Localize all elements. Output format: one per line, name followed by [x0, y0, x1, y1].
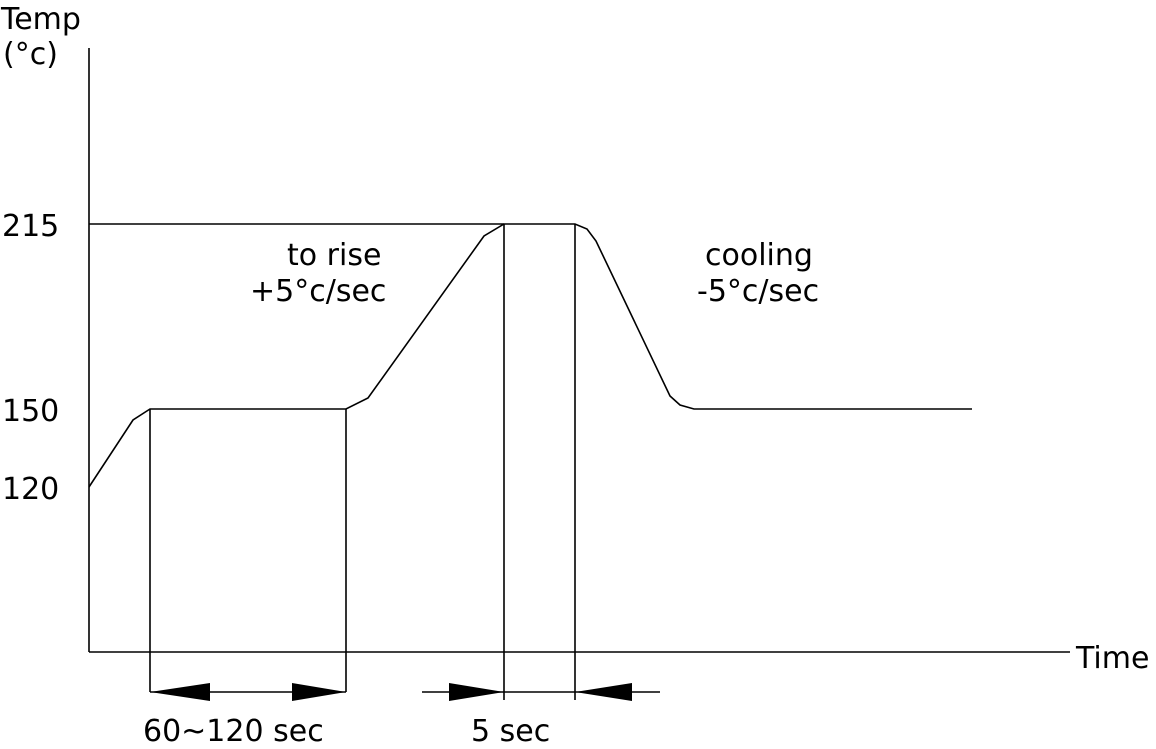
rise-label-line2: +5°c/sec	[250, 274, 386, 309]
y-axis-label-line2: (°c)	[3, 37, 58, 72]
temperature-profile-curve	[88, 223, 972, 488]
soak-duration-label: 60~120 sec	[143, 714, 324, 749]
soak-right-arrow	[292, 683, 346, 701]
cooling-label-line1: cooling	[705, 238, 813, 273]
soak-left-arrow	[150, 683, 210, 701]
peak-right-arrow	[575, 683, 632, 701]
y-axis-label-line1: Temp	[0, 2, 81, 37]
cooling-label-line2: -5°c/sec	[697, 274, 819, 309]
peak-left-arrow	[449, 683, 504, 701]
tick-label-150: 150	[2, 394, 59, 429]
x-axis-label: Time	[1075, 641, 1149, 676]
tick-label-120: 120	[2, 472, 59, 507]
rise-label-line1: to rise	[287, 238, 381, 273]
tick-label-215: 215	[2, 209, 59, 244]
peak-duration-label: 5 sec	[471, 714, 550, 749]
